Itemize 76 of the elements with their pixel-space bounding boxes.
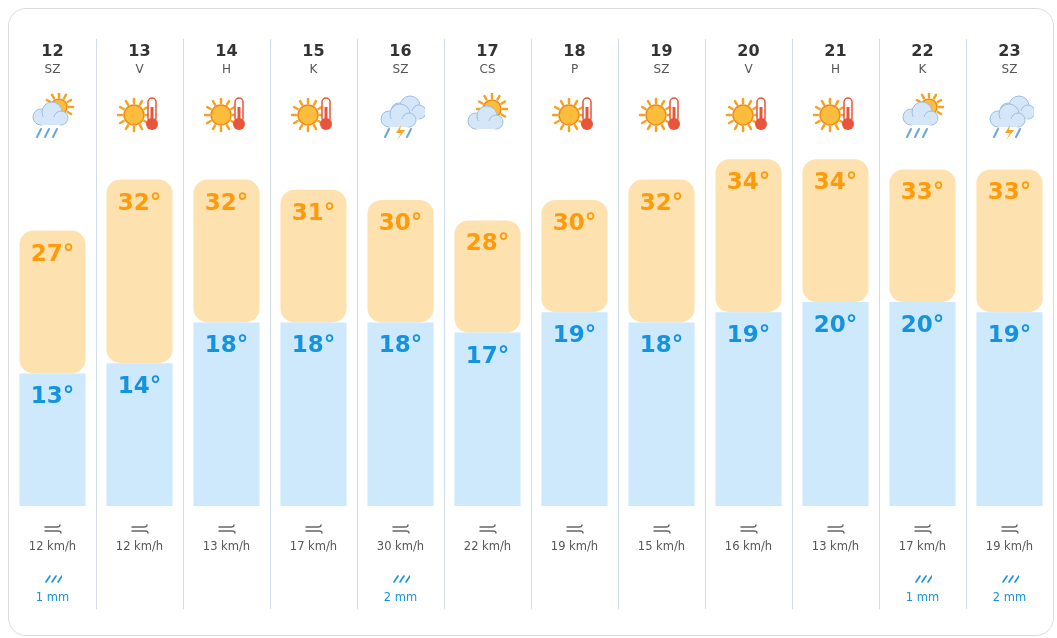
total-label: 33° <box>987 178 1032 205</box>
text: 17 km/h <box>288 539 339 553</box>
total-label: 34° <box>813 168 858 195</box>
bar <box>976 169 1043 313</box>
data-label: 13° <box>30 382 75 409</box>
text: 2 mm <box>991 590 1028 604</box>
text: 1 mm <box>904 590 941 604</box>
text: 17 km/h <box>897 539 948 553</box>
text: 13 km/h <box>201 539 252 553</box>
bar <box>454 332 521 506</box>
x-tick-label: 17 CS <box>475 41 500 77</box>
data-label: 18° <box>378 331 423 358</box>
bar <box>715 312 782 506</box>
total-label: 32° <box>117 188 162 215</box>
text: 16 km/h <box>723 539 774 553</box>
data-label: 17° <box>465 341 510 368</box>
bar <box>802 302 869 506</box>
total-label: 30° <box>378 208 423 235</box>
text: 13 km/h <box>810 539 861 553</box>
x-tick-label: 16 SZ <box>388 41 413 77</box>
total-label: 34° <box>726 168 771 195</box>
bar <box>193 322 260 506</box>
bar <box>106 179 173 364</box>
bar <box>367 200 434 323</box>
data-label: 18° <box>204 331 249 358</box>
bar <box>889 302 956 506</box>
bar <box>628 322 695 506</box>
text: 12 km/h <box>114 539 165 553</box>
total-label: 28° <box>465 229 510 256</box>
data-label: 20° <box>900 310 945 337</box>
data-label: 19° <box>987 321 1032 348</box>
bar <box>367 322 434 506</box>
text: 1 mm <box>34 590 71 604</box>
bar <box>19 230 86 374</box>
total-label: 33° <box>900 178 945 205</box>
bar <box>280 189 347 323</box>
total-label: 32° <box>204 188 249 215</box>
bar <box>280 322 347 506</box>
x-tick-label: 19 SZ <box>649 41 674 77</box>
bar <box>628 179 695 323</box>
data-label: 14° <box>117 372 162 399</box>
data-label: 20° <box>813 310 858 337</box>
bar <box>193 179 260 323</box>
bar <box>802 159 869 302</box>
bar <box>541 200 608 313</box>
x-tick-label: 12 SZ <box>40 41 65 77</box>
total-label: 32° <box>639 188 684 215</box>
data-label: 19° <box>726 321 771 348</box>
text: 12 km/h <box>27 539 78 553</box>
x-tick-label: 21 H <box>823 41 848 77</box>
bar <box>976 312 1043 506</box>
text: 19 km/h <box>549 539 600 553</box>
x-tick-label: 18 P <box>562 41 587 77</box>
data-label: 18° <box>639 331 684 358</box>
x-tick-label: 14 H <box>214 41 239 77</box>
bar <box>454 220 521 333</box>
text: 30 km/h <box>375 539 426 553</box>
x-tick-label: 23 SZ <box>997 41 1022 77</box>
bar <box>541 312 608 506</box>
text: 2 mm <box>382 590 419 604</box>
bar <box>715 159 782 313</box>
data-label: 18° <box>291 331 336 358</box>
text: 15 km/h <box>636 539 687 553</box>
bar <box>106 363 173 506</box>
total-label: 27° <box>30 239 75 266</box>
x-tick-label: 20 V <box>736 41 761 77</box>
bar <box>19 373 86 506</box>
x-tick-label: 22 K <box>910 41 935 77</box>
bar <box>889 169 956 302</box>
x-tick-label: 13 V <box>127 41 152 77</box>
total-label: 30° <box>552 208 597 235</box>
data-label: 19° <box>552 321 597 348</box>
text: 22 km/h <box>462 539 513 553</box>
text: 19 km/h <box>984 539 1035 553</box>
total-label: 31° <box>291 198 336 225</box>
x-tick-label: 15 K <box>301 41 326 77</box>
